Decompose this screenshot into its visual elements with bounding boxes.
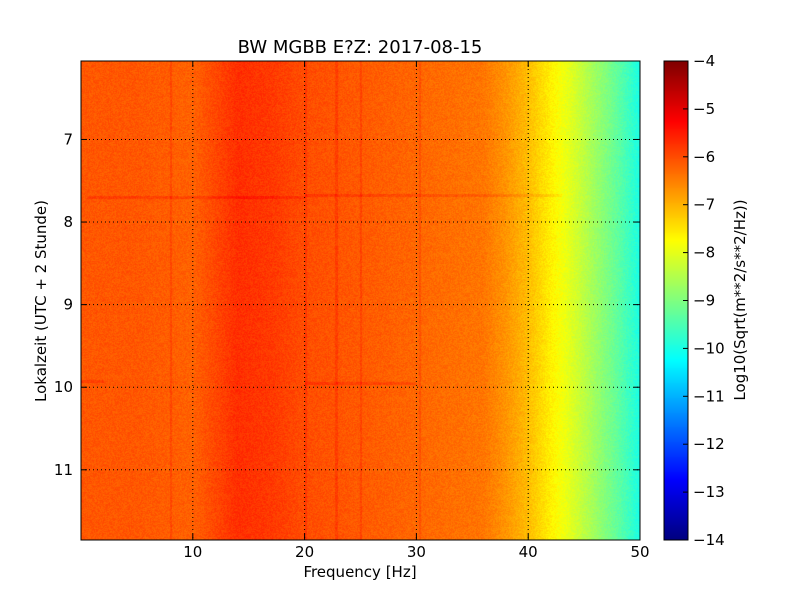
- y-tick-label: 9: [63, 296, 73, 314]
- x-tick-label: 20: [295, 543, 314, 561]
- colorbar-tick-label: −5: [693, 100, 715, 118]
- colorbar-tick-label: −4: [693, 52, 715, 70]
- x-tick-label: 50: [630, 543, 649, 561]
- plot-frame: [80, 60, 641, 541]
- y-tick-label: 8: [63, 213, 73, 231]
- y-tick-label: 11: [54, 461, 73, 479]
- y-tick-label: 10: [54, 378, 73, 396]
- y-axis-label: Lokalzeit (UTC + 2 Stunde): [32, 200, 50, 402]
- colorbar-tick-label: −8: [693, 244, 715, 262]
- colorbar-tick-label: −14: [693, 531, 725, 549]
- colorbar-ticks: −4 −5 −6 −7 −8 −9 −10 −11 −12 −13 −14: [683, 52, 725, 549]
- y-axis-ticks: 7 8 9 10 11: [54, 130, 640, 479]
- x-tick-label: 30: [407, 543, 426, 561]
- colorbar-label: Log10(Sqrt(m**2/s**2/Hz)): [731, 199, 749, 400]
- x-axis-ticks: 10 20 30 40 50: [183, 61, 650, 561]
- chart-title: BW MGBB E?Z: 2017-08-15: [238, 37, 483, 58]
- x-axis-label: Frequency [Hz]: [303, 563, 416, 581]
- colorbar-tick-label: −7: [693, 196, 715, 214]
- y-tick-label: 7: [63, 130, 73, 148]
- colorbar-tick-label: −9: [693, 292, 715, 310]
- x-tick-label: 10: [183, 543, 202, 561]
- colorbar-tick-label: −10: [693, 339, 725, 357]
- colorbar-tick-label: −12: [693, 435, 725, 453]
- colorbar-tick-label: −6: [693, 148, 715, 166]
- colorbar-tick-label: −13: [693, 483, 725, 501]
- spectrogram-heatmap: [81, 61, 640, 540]
- x-tick-label: 40: [519, 543, 538, 561]
- colorbar-tick-label: −11: [693, 387, 725, 405]
